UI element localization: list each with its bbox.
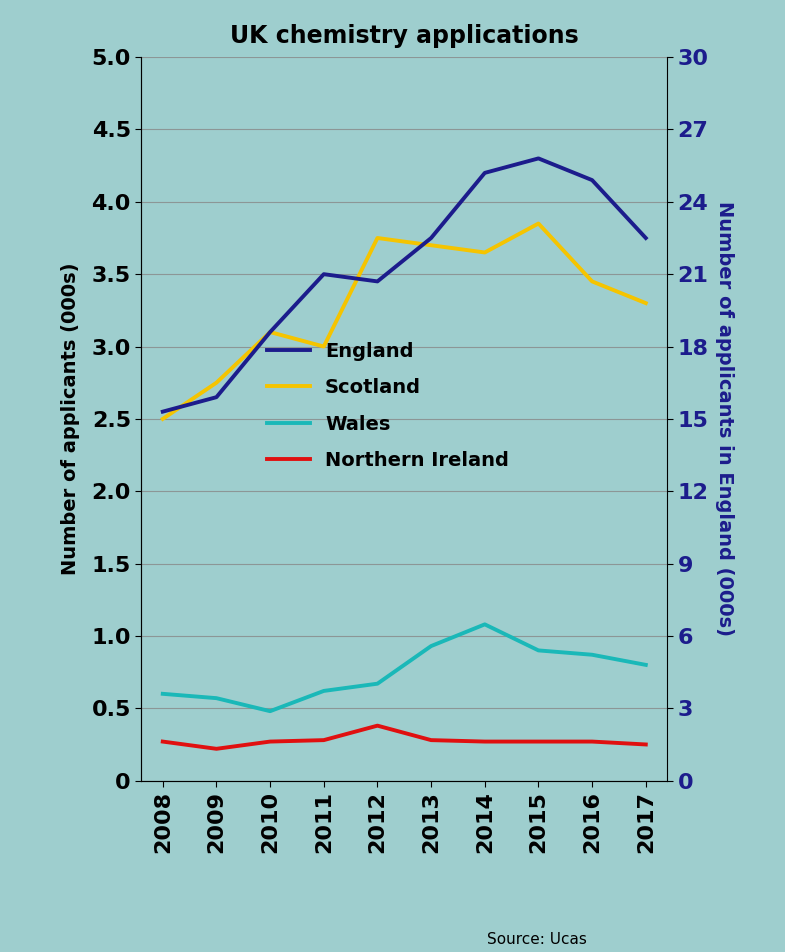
Northern Ireland bbox=[534, 736, 543, 747]
Scotland bbox=[212, 377, 221, 388]
Legend: England, Scotland, Wales, Northern Ireland: England, Scotland, Wales, Northern Irela… bbox=[267, 342, 509, 470]
Wales bbox=[641, 659, 651, 670]
England bbox=[641, 232, 651, 244]
Northern Ireland bbox=[158, 736, 167, 747]
Northern Ireland bbox=[426, 734, 436, 745]
Northern Ireland bbox=[587, 736, 597, 747]
Scotland bbox=[426, 240, 436, 251]
Northern Ireland bbox=[319, 734, 328, 745]
Y-axis label: Number of applicants (000s): Number of applicants (000s) bbox=[61, 263, 80, 575]
Scotland bbox=[158, 413, 167, 425]
Wales bbox=[212, 692, 221, 704]
Title: UK chemistry applications: UK chemistry applications bbox=[230, 24, 579, 49]
Scotland bbox=[319, 341, 328, 352]
Wales bbox=[373, 678, 382, 689]
England bbox=[587, 174, 597, 186]
England bbox=[319, 268, 328, 280]
Y-axis label: Number of applicants in England (000s): Number of applicants in England (000s) bbox=[714, 202, 734, 636]
Wales bbox=[319, 685, 328, 697]
Line: Wales: Wales bbox=[162, 625, 646, 711]
Northern Ireland bbox=[373, 720, 382, 731]
England bbox=[480, 168, 490, 179]
Wales bbox=[480, 619, 490, 630]
Wales bbox=[158, 688, 167, 700]
England bbox=[426, 232, 436, 244]
Text: Source: Ucas: Source: Ucas bbox=[487, 932, 586, 947]
England bbox=[534, 152, 543, 164]
Wales bbox=[265, 705, 275, 717]
Scotland bbox=[480, 247, 490, 258]
Northern Ireland bbox=[212, 744, 221, 755]
Scotland bbox=[265, 327, 275, 338]
Line: England: England bbox=[162, 158, 646, 411]
Wales bbox=[587, 649, 597, 661]
Scotland bbox=[373, 232, 382, 244]
England bbox=[265, 327, 275, 338]
Northern Ireland bbox=[265, 736, 275, 747]
Line: Scotland: Scotland bbox=[162, 224, 646, 419]
Line: Northern Ireland: Northern Ireland bbox=[162, 725, 646, 749]
England bbox=[373, 276, 382, 288]
Northern Ireland bbox=[641, 739, 651, 750]
Scotland bbox=[534, 218, 543, 229]
Northern Ireland bbox=[480, 736, 490, 747]
Wales bbox=[534, 645, 543, 656]
Scotland bbox=[587, 276, 597, 288]
Wales bbox=[426, 641, 436, 652]
Scotland bbox=[641, 297, 651, 308]
England bbox=[212, 391, 221, 403]
England bbox=[158, 406, 167, 417]
